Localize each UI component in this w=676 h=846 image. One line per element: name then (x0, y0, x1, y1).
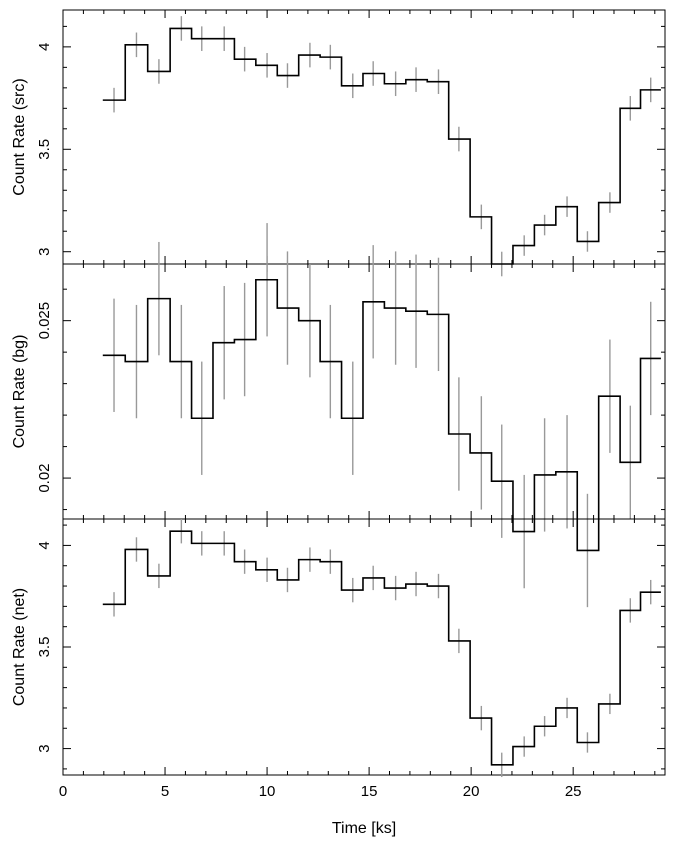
x-axis-label: Time [ks] (332, 820, 396, 837)
step-series (102, 27, 661, 265)
y-tick-label: 3.5 (36, 139, 53, 160)
x-tick-label: 25 (565, 783, 582, 800)
y-tick-label: 0.025 (36, 302, 53, 340)
panel-1: 3 3.5 4 Count Rate (src) (11, 9, 666, 277)
y-axis-label: Count Rate (src) (11, 78, 28, 195)
x-tick-label: 15 (361, 783, 378, 800)
y-tick-label: 3 (36, 744, 53, 752)
y-tick-label: 4 (36, 541, 53, 549)
y-tick-label: 0.02 (36, 463, 53, 492)
plot-frame (62, 9, 666, 265)
y-axis-label: Count Rate (bg) (11, 335, 28, 449)
x-tick-label: 0 (59, 783, 67, 800)
panel-2: 0.02 0.025 Count Rate (bg) (11, 223, 666, 608)
x-tick-label: 5 (161, 783, 169, 800)
y-tick-label: 4 (36, 43, 53, 51)
x-tick-label: 20 (463, 783, 480, 800)
step-series (102, 530, 661, 766)
plot-frame (62, 518, 666, 776)
x-tick-label: 10 (259, 783, 276, 800)
panel-3: 3 3.5 4 Count Rate (net) (11, 518, 666, 778)
y-axis-label: Count Rate (net) (11, 588, 28, 706)
y-tick-label: 3 (36, 248, 53, 256)
y-tick-label: 3.5 (36, 637, 53, 658)
step-series (102, 278, 661, 552)
